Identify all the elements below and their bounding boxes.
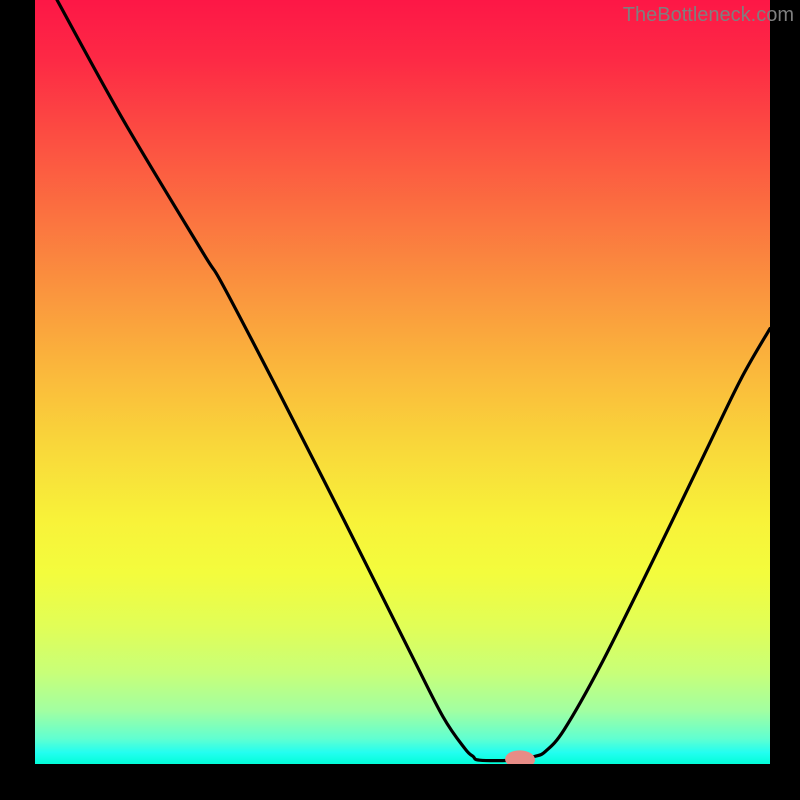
- frame-bottom-bar: [0, 764, 800, 800]
- plot-area: [35, 0, 770, 769]
- watermark-text: TheBottleneck.com: [623, 4, 794, 27]
- gradient-background: [35, 0, 770, 764]
- frame-right-bar: [770, 0, 800, 800]
- chart-container: TheBottleneck.com: [0, 0, 800, 800]
- bottleneck-chart: [0, 0, 800, 800]
- frame-left-bar: [1, 0, 35, 800]
